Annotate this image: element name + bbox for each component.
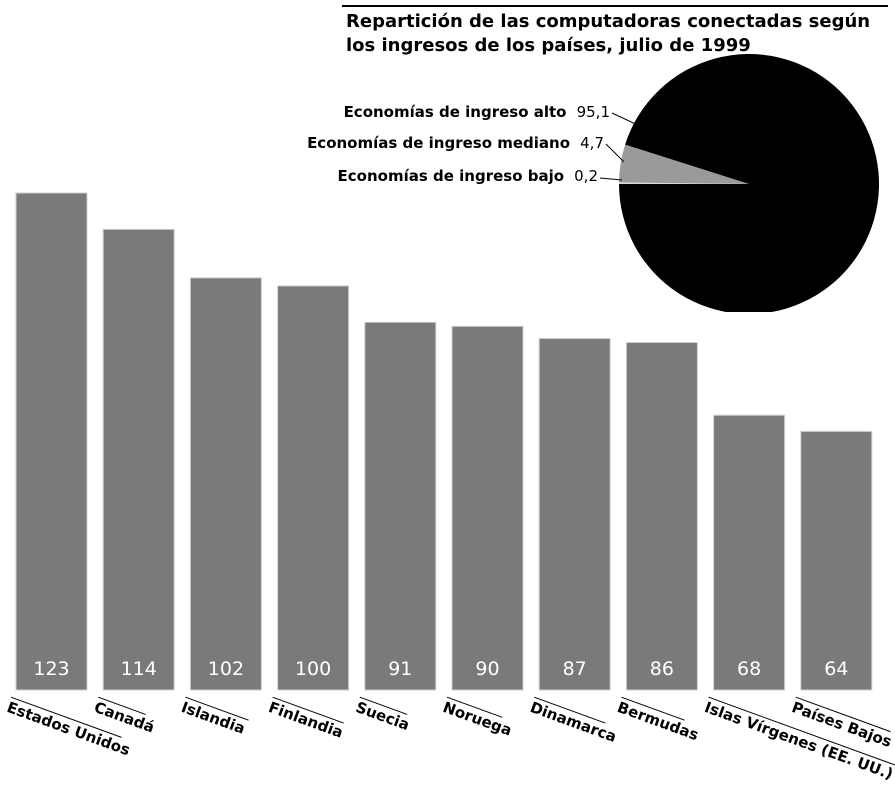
pie-label-high-name: Economías de ingreso alto [344, 103, 567, 121]
category-label-rule-2 [185, 696, 249, 721]
bar-4 [364, 321, 437, 691]
pie-leader-middle [605, 143, 625, 163]
category-label-text-5: Noruega [441, 698, 515, 740]
pie-label-low: Economías de ingreso bajo 0,2 [338, 166, 598, 185]
pie-slice-low [619, 182, 749, 184]
pie-label-high-value: 95,1 [577, 103, 610, 121]
category-label-rule-8 [708, 696, 895, 767]
bar-value-label-9: 64 [824, 658, 848, 680]
bar-5 [451, 325, 524, 691]
bar-3 [277, 285, 350, 691]
category-label-4: Suecia [353, 696, 412, 734]
svg-text:Economías de ingreso bajo: Economías de ingreso bajo 0,2 [338, 166, 598, 185]
bar-value-label-7: 86 [650, 658, 674, 680]
bar-8 [713, 414, 786, 691]
category-label-6: Dinamarca [528, 696, 619, 746]
bar-value-label-1: 114 [121, 658, 157, 680]
svg-text:Economías de ingreso mediano: Economías de ingreso mediano 4,7 [307, 133, 604, 152]
svg-text:Economías de ingreso alto: Economías de ingreso alto 95,1 [344, 102, 610, 121]
category-label-2: Islandia [179, 696, 249, 738]
bar-7 [625, 342, 698, 691]
bar-1 [102, 228, 175, 691]
pie-label-high: Economías de ingreso alto 95,1 [344, 102, 610, 121]
pie-slice-middle [619, 144, 749, 184]
pie-label-low-value: 0,2 [574, 167, 598, 185]
category-label-rule-9 [795, 696, 891, 733]
category-label-text-4: Suecia [353, 698, 412, 734]
pie-slice-high [619, 54, 879, 312]
pie-label-low-name: Economías de ingreso bajo [338, 167, 565, 185]
pie-title-line-1: Repartición de las computadoras conectad… [346, 11, 870, 32]
category-label-text-6: Dinamarca [528, 698, 619, 746]
bar-9 [800, 430, 873, 691]
pie-title-line-2: los ingresos de los países, julio de 199… [346, 35, 751, 56]
category-label-rule-6 [534, 696, 606, 724]
category-label-rule-1 [98, 696, 146, 715]
category-label-rule-4 [359, 696, 408, 715]
bar-value-label-0: 123 [33, 658, 69, 680]
category-label-text-2: Islandia [179, 698, 248, 738]
bar-value-label-3: 100 [295, 658, 331, 680]
pie-label-middle-value: 4,7 [580, 134, 604, 152]
category-label-rule-3 [272, 696, 344, 724]
category-label-text-3: Finlandia [266, 698, 345, 742]
bar-0 [15, 192, 88, 691]
pie-leader-high [611, 112, 641, 127]
pie-title: Repartición de las computadoras conectad… [342, 5, 888, 56]
bar-2 [189, 277, 262, 691]
pie-label-middle: Economías de ingreso mediano 4,7 [307, 133, 604, 152]
bar-6 [538, 337, 611, 691]
category-label-3: Finlandia [266, 696, 346, 742]
bar-value-label-5: 90 [475, 658, 499, 680]
category-label-rule-7 [621, 696, 685, 721]
category-label-5: Noruega [441, 696, 515, 740]
category-label-rule-0 [10, 696, 122, 738]
category-label-7: Bermudas [615, 696, 701, 744]
bar-value-label-2: 102 [208, 658, 244, 680]
category-label-rule-5 [446, 696, 503, 718]
bar-value-label-6: 87 [563, 658, 587, 680]
category-label-text-7: Bermudas [615, 698, 701, 744]
bar-value-label-8: 68 [737, 658, 761, 680]
pie-label-middle-name: Economías de ingreso mediano [307, 134, 570, 152]
bar-value-label-4: 91 [388, 658, 412, 680]
pie-chart: Economías de ingreso alto 95,1 Economías… [307, 54, 879, 312]
pie-leader-low [599, 177, 623, 181]
